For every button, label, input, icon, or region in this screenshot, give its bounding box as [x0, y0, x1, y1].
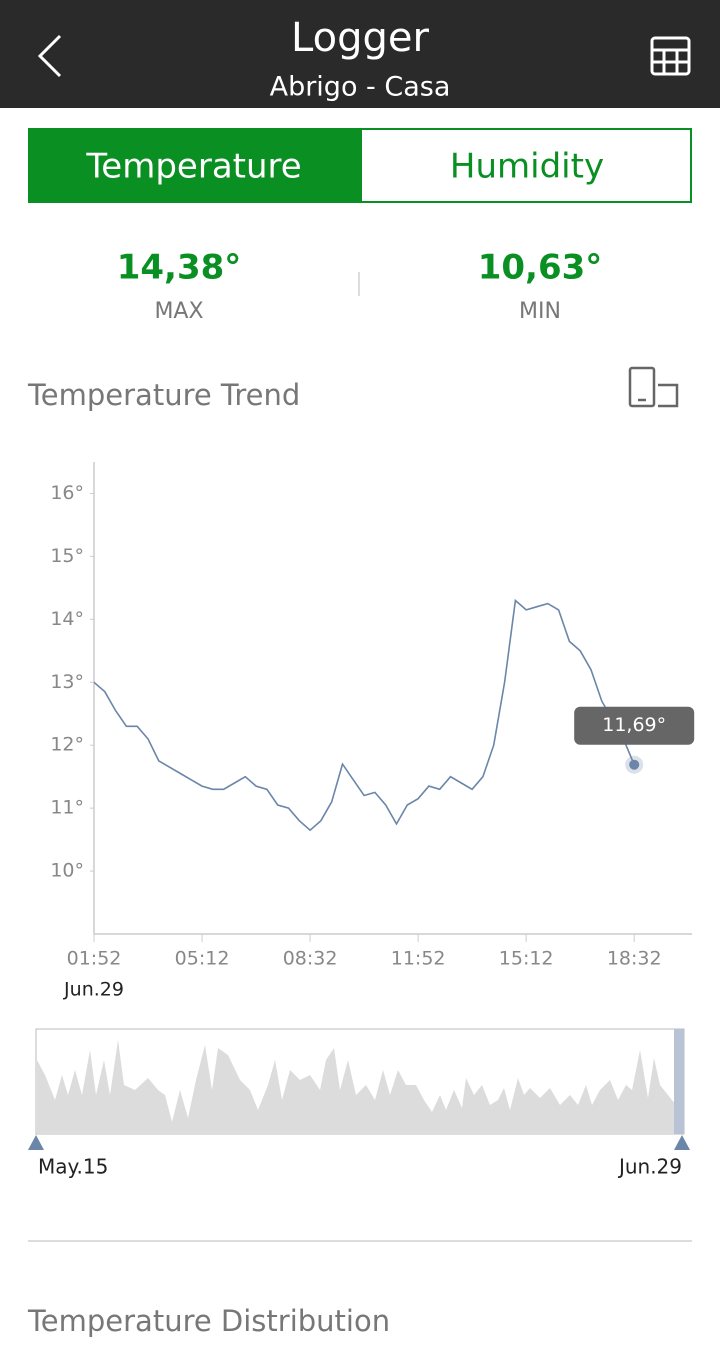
tab-label: Humidity [450, 147, 604, 187]
y-tick-label: 13° [50, 671, 84, 693]
tooltip-label: 11,69° [602, 714, 666, 736]
x-tick-label: 18:32 [607, 948, 662, 970]
date-label: Jun.29 [63, 979, 124, 1001]
tab[interactable] [360, 128, 692, 203]
navigator-start: May.15 [38, 1155, 108, 1179]
y-tick-label: 11° [50, 797, 84, 819]
y-tick-label: 10° [50, 860, 84, 882]
rotate-button[interactable] [628, 366, 679, 408]
navigator-handle[interactable] [28, 1135, 44, 1150]
tooltip [574, 706, 695, 745]
x-tick-label: 01:52 [67, 948, 122, 970]
subtitle: Abrigo - Casa [270, 72, 451, 103]
stat-label: MAX [154, 299, 203, 324]
stat-label: MIN [519, 299, 561, 324]
stat-value: 10,63° [478, 248, 603, 288]
section-title: Temperature Trend [27, 378, 300, 412]
point [629, 759, 640, 770]
x-tick-label: 05:12 [175, 948, 230, 970]
navigator-end: Jun.29 [617, 1155, 682, 1179]
back-button[interactable] [37, 34, 62, 78]
navigator-handle[interactable] [674, 1135, 690, 1150]
app-bar [0, 0, 720, 108]
x-tick-label: 11:52 [391, 948, 446, 970]
navigator-selection [674, 1029, 684, 1134]
y-tick-label: 15° [50, 545, 84, 567]
section-title: Temperature Distribution [27, 1304, 390, 1338]
x-tick-label: 08:32 [283, 948, 338, 970]
y-tick-label: 14° [50, 608, 84, 630]
navigator-area [37, 1040, 680, 1133]
navigator[interactable] [28, 1028, 690, 1150]
tab-active[interactable] [28, 128, 361, 203]
line [93, 598, 635, 832]
table-button[interactable] [650, 36, 691, 76]
title: Logger [291, 15, 429, 61]
stat-value: 14,38° [117, 248, 242, 288]
y-tick-label: 12° [50, 734, 84, 756]
tab-label: Temperature [85, 147, 301, 187]
x-tick-label: 15:12 [499, 948, 554, 970]
y-tick-label: 16° [50, 482, 84, 504]
